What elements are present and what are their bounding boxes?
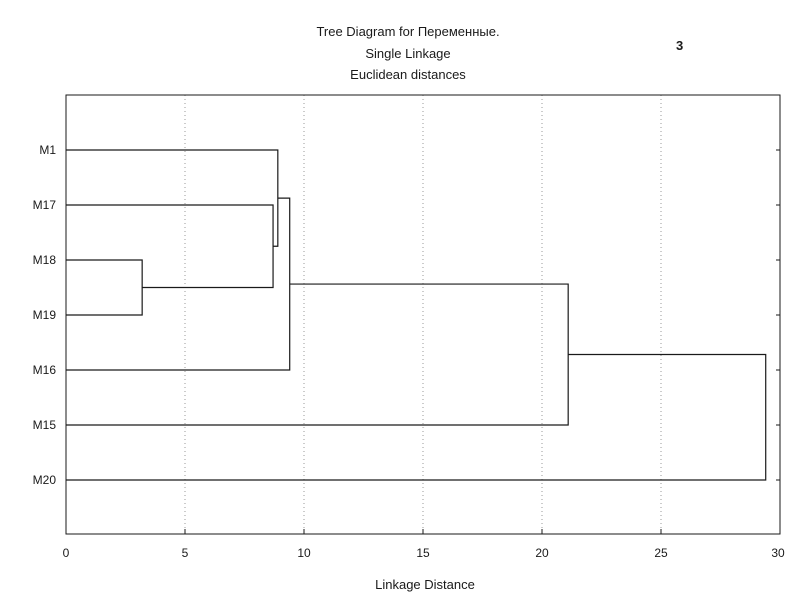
dendrogram-link-4 xyxy=(66,197,291,371)
x-tick-label-5: 5 xyxy=(182,546,189,560)
chart-subtitle-linkage: Single Linkage xyxy=(365,46,451,61)
chart-subtitle-distance: Euclidean distances xyxy=(350,67,466,82)
x-tick-label-30: 30 xyxy=(771,546,785,560)
dendrogram-link-6 xyxy=(66,353,767,481)
chart-title: Tree Diagram for Переменные. xyxy=(316,24,500,39)
corner-label: 3 xyxy=(676,38,684,53)
dendrogram-link-2 xyxy=(66,204,274,289)
leaf-label-M17: M17 xyxy=(33,198,57,212)
leaf-label-M20: M20 xyxy=(33,473,57,487)
leaf-label-M1: M1 xyxy=(39,143,56,157)
dendrogram-link-5 xyxy=(66,283,569,426)
x-tick-label-10: 10 xyxy=(297,546,311,560)
x-tick-label-20: 20 xyxy=(535,546,549,560)
leaf-label-M19: M19 xyxy=(33,308,57,322)
x-tick-label-25: 25 xyxy=(654,546,668,560)
plot-frame xyxy=(65,94,781,535)
x-tick-label-15: 15 xyxy=(416,546,430,560)
dendrogram-link-3 xyxy=(66,149,279,247)
leaf-label-M16: M16 xyxy=(33,363,57,377)
x-tick-label-0: 0 xyxy=(63,546,70,560)
leaf-label-M18: M18 xyxy=(33,253,57,267)
leaf-label-M15: M15 xyxy=(33,418,57,432)
dendrogram-link-1 xyxy=(66,259,143,316)
x-axis-label: Linkage Distance xyxy=(375,577,475,592)
